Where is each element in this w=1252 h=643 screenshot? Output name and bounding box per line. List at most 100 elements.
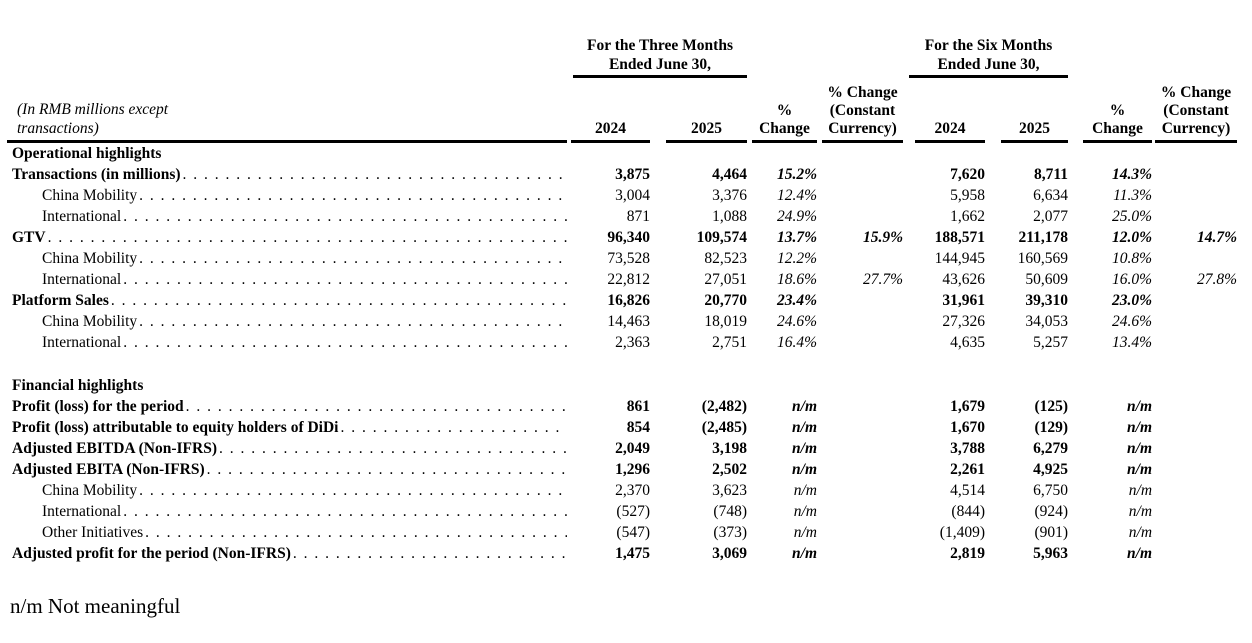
- row-label-cell: International. . . . . . . . . . . . . .…: [7, 501, 567, 522]
- value-cell: 5,963: [1033, 545, 1069, 562]
- value-cell: 3,069: [712, 545, 747, 562]
- column-header-line: Change: [759, 120, 810, 137]
- spacer-row: [7, 353, 1237, 375]
- value-cell: n/m: [792, 440, 817, 457]
- section-label: Operational highlights: [12, 145, 162, 162]
- value-cell: 2,502: [712, 461, 747, 478]
- value-cell: 3,623: [712, 482, 747, 499]
- value-cell: 18.6%: [776, 271, 817, 288]
- value-cell: 96,340: [607, 229, 650, 246]
- row-label-flex: Platform Sales. . . . . . . . . . . . . …: [7, 290, 567, 311]
- period-group-header-six-months: For the Six Months Ended June 30,: [903, 36, 1069, 78]
- value-cell: 871: [626, 208, 650, 225]
- column-header-line: 2024: [595, 120, 626, 137]
- period-group-title-line: Ended June 30,: [937, 56, 1040, 73]
- value-cell: n/m: [1128, 482, 1153, 499]
- row-label-flex: International. . . . . . . . . . . . . .…: [7, 269, 567, 290]
- value-cell: (2,485): [701, 419, 747, 436]
- value-cell: 12.2%: [776, 250, 817, 267]
- row-label: Adjusted EBITDA (Non-IFRS): [12, 440, 217, 457]
- value-cell: 73,528: [607, 250, 650, 267]
- column-header-line: 2024: [934, 120, 966, 137]
- value-cell: 27,326: [942, 313, 985, 330]
- row-label-cell: GTV. . . . . . . . . . . . . . . . . . .…: [7, 227, 567, 248]
- column-header: % Change (Constant Currency): [1152, 78, 1238, 143]
- row-label-flex: China Mobility. . . . . . . . . . . . . …: [7, 311, 567, 332]
- table-row: China Mobility. . . . . . . . . . . . . …: [7, 311, 1237, 332]
- value-cell: 39,310: [1025, 292, 1069, 309]
- row-label-cell: China Mobility. . . . . . . . . . . . . …: [7, 311, 567, 332]
- value-cell: 3,198: [712, 440, 747, 457]
- value-cell: 10.8%: [1111, 250, 1153, 267]
- value-cell: 5,958: [950, 187, 985, 204]
- value-cell: [1152, 164, 1237, 185]
- table-row: Platform Sales. . . . . . . . . . . . . …: [7, 290, 1237, 311]
- dot-leader: . . . . . . . . . . . . . . . . . . . . …: [123, 208, 567, 225]
- row-label-flex: Adjusted profit for the period (Non-IFRS…: [7, 543, 567, 564]
- value-cell: 16.0%: [1111, 271, 1153, 288]
- value-cell: 5,257: [1033, 334, 1069, 351]
- table-row: China Mobility. . . . . . . . . . . . . …: [7, 185, 1237, 206]
- column-header-line: Change: [1092, 120, 1143, 137]
- row-label-flex: Profit (loss) attributable to equity hol…: [7, 417, 567, 438]
- value-cell: [817, 501, 903, 522]
- value-cell: n/m: [1127, 545, 1153, 562]
- value-cell: 3,004: [615, 187, 650, 204]
- column-header-underline: 2024: [571, 114, 650, 143]
- value-cell: 24.6%: [776, 313, 817, 330]
- dot-leader: . . . . . . . . . . . . . . . . . . . . …: [139, 482, 567, 499]
- row-label: Other Initiatives: [42, 524, 144, 541]
- row-label: International: [42, 334, 122, 351]
- row-label-flex: International. . . . . . . . . . . . . .…: [7, 332, 567, 353]
- value-cell: 854: [626, 419, 650, 436]
- value-cell: 1,088: [712, 208, 747, 225]
- row-label-cell: Profit (loss) attributable to equity hol…: [7, 417, 567, 438]
- value-cell: 6,279: [1033, 440, 1069, 457]
- row-label-cell: Adjusted EBITA (Non-IFRS). . . . . . . .…: [7, 459, 567, 480]
- header-spacer: [817, 36, 903, 78]
- value-cell: 1,475: [615, 545, 650, 562]
- column-header-line: Currency): [828, 120, 897, 137]
- table-row: GTV. . . . . . . . . . . . . . . . . . .…: [7, 227, 1237, 248]
- column-header: % Change (Constant Currency): [817, 78, 903, 143]
- value-cell: 18,019: [704, 313, 747, 330]
- value-cell: 2,261: [950, 461, 985, 478]
- period-group-header-three-months: For the Three Months Ended June 30,: [567, 36, 747, 78]
- row-label-flex: Adjusted EBITDA (Non-IFRS). . . . . . . …: [7, 438, 567, 459]
- value-cell: (924): [1034, 503, 1069, 520]
- value-cell: 43,626: [942, 271, 985, 288]
- row-label: China Mobility: [42, 250, 138, 267]
- value-cell: 24.6%: [1111, 313, 1153, 330]
- table-row: International. . . . . . . . . . . . . .…: [7, 206, 1237, 227]
- row-label: China Mobility: [42, 187, 138, 204]
- header-columns-row: 2024 2025% Change% Change (Constant Currency…: [7, 78, 1238, 143]
- period-group-title: For the Three Months Ended June 30,: [573, 36, 747, 78]
- value-cell: [817, 290, 903, 311]
- row-label-header: (In RMB millions except transactions): [7, 36, 567, 143]
- row-label-flex: China Mobility. . . . . . . . . . . . . …: [7, 185, 567, 206]
- column-header: 2024: [903, 78, 985, 143]
- value-cell: 160,569: [1017, 250, 1069, 267]
- value-cell: 82,523: [704, 250, 747, 267]
- value-cell: 25.0%: [1111, 208, 1153, 225]
- value-cell: [817, 248, 903, 269]
- dot-leader: . . . . . . . . . . . . . . . . . . . . …: [123, 334, 567, 351]
- column-header-line: %: [1109, 102, 1126, 119]
- column-header-underline: 2025: [666, 114, 747, 143]
- value-cell: 14.3%: [1111, 166, 1153, 183]
- row-label-cell: International. . . . . . . . . . . . . .…: [7, 269, 567, 290]
- value-cell: [1152, 290, 1237, 311]
- value-cell: [1152, 522, 1237, 543]
- value-cell: 12.0%: [1111, 229, 1153, 246]
- units-note: (In RMB millions except transactions): [7, 100, 567, 143]
- period-group-title: For the Six Months Ended June 30,: [909, 36, 1069, 78]
- value-cell: [817, 459, 903, 480]
- column-header-line: (Constant: [829, 102, 896, 119]
- column-header-line: (Constant: [1163, 102, 1229, 119]
- row-label-cell: Transactions (in millions). . . . . . . …: [7, 164, 567, 185]
- value-cell: 23.0%: [1111, 292, 1153, 309]
- header-spacer: [1068, 36, 1152, 78]
- value-cell: n/m: [1127, 440, 1153, 457]
- row-label-flex: Other Initiatives. . . . . . . . . . . .…: [7, 522, 567, 543]
- row-label-flex: GTV. . . . . . . . . . . . . . . . . . .…: [7, 227, 567, 248]
